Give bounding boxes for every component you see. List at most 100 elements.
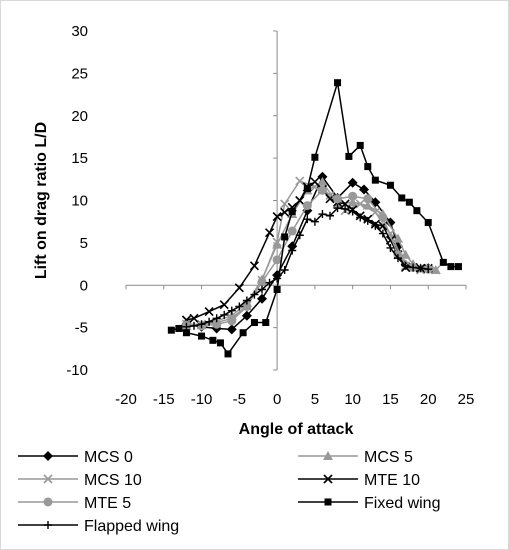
x-tick-label: 20 bbox=[420, 391, 437, 408]
legend-item-flapped-wing: Flapped wing bbox=[18, 518, 179, 535]
data-point-mte-10 bbox=[234, 283, 244, 293]
data-point-mcs-5 bbox=[317, 176, 328, 186]
data-point-mcs-0 bbox=[317, 171, 328, 182]
data-point-flapped-wing bbox=[182, 322, 191, 331]
data-point-flapped-wing bbox=[227, 306, 236, 315]
data-point-fixed-wing bbox=[364, 163, 372, 171]
legend-item-fixed-wing: Fixed wing bbox=[298, 495, 440, 512]
data-point-mte-5 bbox=[333, 194, 343, 204]
data-point-fixed-wing bbox=[447, 263, 455, 271]
x-tick-label: -10 bbox=[191, 391, 213, 408]
legend-item-mcs-0: MCS 0 bbox=[18, 449, 133, 466]
data-point-fixed-wing bbox=[334, 79, 342, 87]
data-point-mte-5 bbox=[227, 316, 237, 326]
data-point-fixed-wing bbox=[371, 176, 379, 184]
legend-label: Flapped wing bbox=[84, 518, 179, 535]
y-tick-label: 0 bbox=[80, 277, 88, 294]
legend-item-mte-5: MTE 5 bbox=[18, 495, 131, 512]
data-point-mte-10 bbox=[189, 313, 199, 323]
legend-label: MCS 5 bbox=[364, 449, 413, 466]
series-flapped-wing bbox=[182, 204, 433, 331]
data-point-flapped-wing bbox=[424, 265, 433, 274]
data-point-mte-5 bbox=[378, 212, 388, 222]
data-point-mcs-10 bbox=[280, 199, 290, 209]
y-tick-label: 10 bbox=[71, 193, 88, 210]
data-point-mte-5 bbox=[317, 185, 327, 195]
data-point-mcs-10 bbox=[272, 237, 282, 247]
data-point-flapped-wing bbox=[371, 221, 380, 230]
plot-area bbox=[126, 31, 466, 370]
x-tick-label: 10 bbox=[344, 391, 361, 408]
data-point-mcs-10 bbox=[431, 265, 441, 275]
data-point-flapped-wing bbox=[356, 213, 365, 222]
data-point-mcs-0 bbox=[287, 241, 298, 252]
x-tick-label: 5 bbox=[311, 391, 319, 408]
data-point-mcs-10 bbox=[370, 207, 380, 217]
data-point-mte-10 bbox=[249, 261, 260, 271]
legend-marker bbox=[43, 497, 53, 507]
data-point-flapped-wing bbox=[197, 320, 206, 329]
y-tick-label: -10 bbox=[66, 362, 88, 379]
series-fixed-wing bbox=[167, 79, 462, 358]
legend-marker bbox=[324, 498, 332, 506]
data-point-fixed-wing bbox=[224, 350, 232, 358]
data-point-flapped-wing bbox=[205, 317, 214, 326]
legend: MCS 0 MCS 5 MCS 10 MTE 10 MTE 5 Fixed wing Fla… bbox=[18, 449, 440, 535]
data-point-mte-5 bbox=[212, 319, 222, 329]
data-point-fixed-wing bbox=[250, 319, 258, 327]
data-point-mcs-5 bbox=[347, 197, 358, 207]
x-tick-label: 0 bbox=[273, 391, 281, 408]
data-point-fixed-wing bbox=[454, 263, 462, 271]
data-point-fixed-wing bbox=[356, 141, 364, 149]
data-point-flapped-wing bbox=[280, 265, 289, 274]
data-point-flapped-wing bbox=[212, 314, 221, 323]
data-point-fixed-wing bbox=[167, 326, 175, 334]
data-point-mte-10 bbox=[219, 300, 229, 310]
data-point-fixed-wing bbox=[239, 329, 247, 337]
data-point-mte-10 bbox=[204, 306, 214, 317]
data-point-flapped-wing bbox=[378, 229, 387, 238]
data-point-flapped-wing bbox=[288, 246, 297, 255]
data-point-fixed-wing bbox=[413, 207, 421, 215]
data-point-flapped-wing bbox=[235, 302, 244, 311]
data-point-mcs-0 bbox=[347, 177, 358, 188]
data-point-fixed-wing bbox=[288, 208, 296, 216]
data-point-mte-5 bbox=[272, 255, 282, 265]
data-point-mte-5 bbox=[287, 226, 297, 236]
legend-marker bbox=[43, 474, 53, 484]
y-tick-label: -5 bbox=[75, 320, 88, 337]
data-point-mcs-0 bbox=[226, 324, 237, 335]
data-point-flapped-wing bbox=[318, 210, 327, 219]
x-tick-label: -5 bbox=[233, 391, 246, 408]
legend-marker bbox=[323, 451, 333, 460]
data-point-fixed-wing bbox=[281, 233, 289, 241]
x-tick-label: -20 bbox=[115, 391, 137, 408]
legend-item-mte-10: MTE 10 bbox=[298, 472, 420, 489]
data-point-fixed-wing bbox=[175, 324, 183, 332]
data-point-mcs-0 bbox=[257, 293, 267, 304]
data-point-mcs-10 bbox=[295, 176, 305, 186]
data-point-flapped-wing bbox=[242, 296, 251, 305]
y-tick-label: 15 bbox=[71, 150, 88, 167]
y-tick-label: 30 bbox=[71, 23, 88, 40]
data-point-mcs-5 bbox=[400, 249, 411, 259]
data-point-mcs-0 bbox=[241, 310, 252, 321]
data-point-flapped-wing bbox=[220, 310, 229, 319]
data-point-flapped-wing bbox=[326, 211, 334, 220]
data-point-flapped-wing bbox=[409, 263, 418, 272]
x-axis-ticks: -20 -15 -10 -5 0 5 10 15 20 25 bbox=[115, 285, 474, 408]
data-point-flapped-wing bbox=[303, 215, 312, 224]
data-point-flapped-wing bbox=[250, 290, 259, 299]
y-axis-ticks: -10 -5 0 5 10 15 20 25 30 bbox=[66, 23, 278, 379]
y-tick-label: 20 bbox=[71, 108, 88, 125]
data-point-flapped-wing bbox=[295, 231, 304, 240]
legend-item-mcs-5: MCS 5 bbox=[298, 449, 413, 466]
series-line-fixed-wing bbox=[171, 82, 459, 356]
data-point-flapped-wing bbox=[190, 321, 198, 330]
data-point-fixed-wing bbox=[209, 336, 217, 344]
legend-marker bbox=[44, 521, 52, 529]
x-axis-label: Angle of attack bbox=[239, 421, 354, 438]
x-tick-label: -15 bbox=[153, 391, 175, 408]
